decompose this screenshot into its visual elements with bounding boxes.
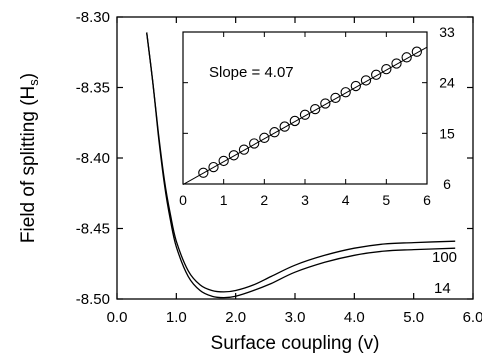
inset-x-axis: 0 1 2 3 4 5 6: [179, 32, 431, 208]
inset-x-tick-label: 3: [301, 192, 309, 208]
inset-x-tick-label: 4: [342, 192, 350, 208]
inset-data-point: [208, 161, 219, 173]
main-x-tick-label: 0.0: [107, 309, 128, 326]
main-x-tick-label: 3.0: [285, 309, 306, 326]
x-axis-title: Surface coupling (v): [211, 333, 380, 354]
inset-y-axis: 6 15 24 33: [183, 24, 455, 192]
inset-data-point: [218, 155, 229, 167]
main-x-axis: 0.0 1.0 2.0 3.0 4.0 5.0 6.0: [107, 17, 482, 326]
main-series-group: [146, 32, 456, 299]
inset-x-tick-label: 2: [260, 192, 268, 208]
main-x-tick-label: 4.0: [344, 309, 365, 326]
inset-slope-annotation: Slope = 4.07: [209, 64, 294, 81]
inset-data-point: [401, 52, 412, 63]
inset-data-point: [299, 109, 311, 120]
inset-x-tick-label: 0: [179, 192, 187, 208]
inset-chart: 0 1 2 3 4 5 6 6 15 24 33 Slope = 4.07: [179, 24, 455, 208]
inset-data-point: [391, 58, 402, 69]
inset-y-tick-label: 15: [439, 125, 455, 141]
main-y-tick-label: -8.30: [76, 9, 110, 26]
main-y-tick-label: -8.45: [76, 221, 110, 238]
inset-y-tick-label: 24: [439, 75, 455, 91]
series-line-14: [146, 32, 456, 299]
inset-data-point: [330, 92, 341, 104]
inset-x-tick-label: 1: [220, 192, 228, 208]
main-y-tick-label: -8.40: [76, 150, 110, 167]
main-x-tick-label: 1.0: [166, 309, 187, 326]
inset-fit-line: [182, 46, 428, 185]
inset-data-point: [381, 64, 392, 75]
inset-data-point: [238, 144, 250, 155]
inset-points-group: [198, 46, 422, 178]
inset-data-point: [249, 138, 260, 149]
inset-data-point: [340, 87, 351, 98]
inset-data-point: [198, 167, 209, 178]
inset-data-point: [371, 69, 382, 80]
main-y-axis: -8.30 -8.35 -8.40 -8.45 -8.50: [76, 9, 473, 308]
main-x-tick-label: 5.0: [403, 309, 424, 326]
main-y-tick-label: -8.50: [76, 291, 110, 308]
inset-plot-frame: [182, 31, 428, 185]
inset-data-point: [259, 132, 270, 143]
inset-y-tick-label: 6: [443, 176, 451, 192]
inset-data-point: [320, 98, 331, 109]
inset-data-point: [289, 115, 300, 127]
series-label-100: 100: [432, 249, 457, 266]
inset-x-tick-label: 6: [423, 192, 431, 208]
inset-data-point: [360, 75, 372, 86]
inset-data-point: [310, 103, 321, 115]
inset-y-tick-label: 33: [439, 24, 455, 40]
main-y-tick-label: -8.35: [76, 80, 110, 97]
inset-data-point: [279, 121, 290, 132]
inset-data-point: [411, 46, 422, 57]
main-x-tick-label: 2.0: [225, 309, 246, 326]
inset-data-point: [350, 80, 361, 92]
main-x-tick-label: 6.0: [463, 309, 482, 326]
inset-x-tick-label: 5: [382, 192, 390, 208]
series-label-14: 14: [434, 280, 451, 297]
inset-data-point: [228, 150, 239, 161]
inset-data-point: [269, 127, 280, 138]
y-axis-title: Field of splitting (Hs): [18, 73, 41, 243]
